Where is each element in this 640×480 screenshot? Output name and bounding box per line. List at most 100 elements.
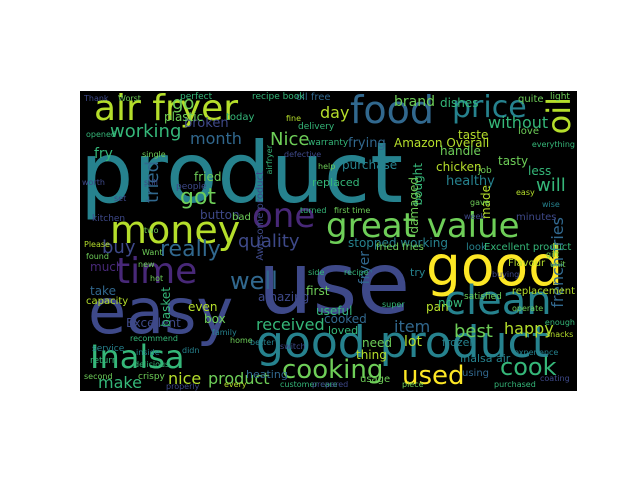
cloud-word: gave: [470, 198, 490, 207]
cloud-word: unit: [550, 260, 566, 269]
cloud-word: satisfied: [464, 292, 502, 302]
cloud-word: using: [462, 368, 490, 379]
cloud-word: first: [306, 284, 330, 298]
cloud-word: Inalsa air: [460, 352, 511, 365]
cloud-word: love: [518, 126, 539, 137]
cloud-word: better: [250, 338, 275, 347]
cloud-word: opened: [86, 130, 116, 139]
cloud-word: warranty: [308, 138, 349, 148]
cloud-word: Please: [84, 240, 110, 249]
cloud-word: super: [382, 300, 405, 309]
cloud-word: side: [308, 268, 325, 277]
cloud-word: received: [256, 315, 325, 334]
cloud-word: Awesome product: [255, 171, 266, 261]
cloud-word: capacity: [86, 296, 129, 307]
cloud-word: time: [116, 251, 198, 292]
cloud-word: oil free: [296, 92, 331, 103]
cloud-word: cooking: [282, 355, 384, 385]
cloud-word: bad: [232, 212, 251, 223]
cloud-word: enough: [544, 318, 575, 327]
cloud-word: service: [92, 344, 125, 354]
cloud-word: delivery: [298, 122, 335, 132]
cloud-word: heating: [246, 368, 288, 381]
cloud-word: new: [138, 260, 155, 269]
cloud-word: day: [320, 103, 350, 122]
cloud-word: Excellent: [126, 316, 181, 330]
cloud-word: people: [176, 182, 207, 192]
cloud-word: healthy: [446, 174, 495, 189]
cloud-word: fry: [94, 146, 113, 162]
cloud-word: cooked: [324, 312, 367, 326]
cloud-word: coating: [540, 374, 570, 383]
cloud-word: frozen: [442, 336, 477, 349]
cloud-word: properly: [166, 382, 200, 391]
cloud-word: turned: [300, 206, 327, 215]
cloud-word: amazing: [258, 290, 310, 304]
cloud-word: fried: [194, 170, 222, 184]
cloud-word: will: [536, 175, 566, 196]
cloud-word: still: [144, 178, 158, 187]
cloud-word: happy: [504, 319, 554, 338]
cloud-word: good: [426, 234, 564, 298]
cloud-word: less: [528, 164, 552, 178]
cloud-word: stopped working: [348, 236, 448, 250]
cloud-word: broken: [184, 116, 229, 131]
cloud-word: damaged: [407, 177, 421, 234]
cloud-word: chicken: [436, 160, 482, 174]
cloud-word: look: [466, 242, 487, 253]
cloud-word: loved: [328, 324, 359, 337]
cloud-word: light: [550, 92, 570, 102]
cloud-word: go: [172, 93, 195, 114]
cloud-word: Want: [142, 248, 163, 257]
cloud-word: crispy: [138, 372, 165, 382]
cloud-word: working: [110, 121, 182, 142]
cloud-word: good product: [256, 317, 549, 368]
cloud-word: return: [90, 356, 118, 366]
cloud-word: buy: [102, 237, 136, 258]
cloud-word: perfect: [180, 92, 213, 102]
cloud-word: family: [212, 328, 237, 337]
cloud-word: worth: [82, 178, 105, 187]
cloud-word: taste: [458, 128, 489, 142]
cloud-word: product: [208, 369, 270, 388]
cloud-word: piece: [402, 380, 424, 389]
cloud-word: great value: [326, 206, 520, 246]
cloud-word: one: [252, 196, 316, 236]
cloud-word: buying: [492, 270, 520, 279]
cloud-word: found: [86, 252, 109, 261]
cloud-word: fried fries: [376, 242, 424, 253]
cloud-word: quite: [518, 94, 544, 105]
cloud-word: frying: [348, 136, 386, 151]
cloud-word: Inalsa: [90, 338, 185, 376]
cloud-word: experience: [514, 348, 559, 357]
cloud-word: set: [114, 194, 127, 203]
cloud-word: Flavour: [508, 258, 546, 269]
cloud-word: item: [394, 317, 431, 336]
cloud-word: nice: [168, 369, 202, 388]
cloud-word: switch: [280, 342, 306, 351]
cloud-word: job: [478, 166, 492, 176]
cloud-word: now: [438, 296, 463, 310]
cloud-word: inside: [136, 348, 160, 357]
cloud-word: product: [80, 124, 404, 222]
cloud-word: price: [452, 91, 527, 125]
cloud-word: well: [230, 267, 278, 295]
cloud-word: single: [142, 150, 166, 159]
cloud-word: best: [454, 321, 493, 342]
cloud-word: replaced: [312, 176, 360, 189]
cloud-word: lot: [404, 334, 422, 350]
cloud-word: didn: [182, 346, 200, 355]
cloud-word: much: [90, 260, 124, 274]
cloud-word: really: [160, 237, 221, 262]
cloud-word: delicious: [134, 360, 170, 369]
cloud-word: first time: [334, 206, 371, 215]
cloud-word: thing: [356, 348, 387, 362]
cloud-word: got: [180, 185, 217, 210]
cloud-word: home: [230, 336, 253, 345]
cloud-word: month: [190, 129, 242, 148]
cloud-word: used: [402, 361, 465, 391]
cloud-word: food: [350, 91, 434, 132]
cloud-word: kitchen: [92, 214, 126, 224]
cloud-word: try: [410, 266, 426, 279]
cloud-word: second: [84, 372, 113, 381]
